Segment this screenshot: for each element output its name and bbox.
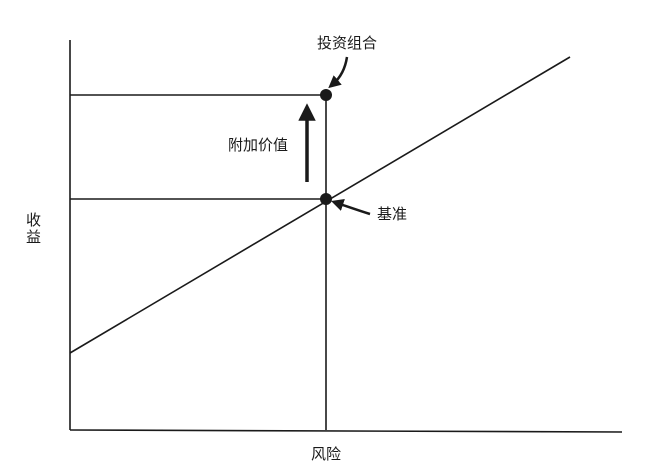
portfolio-pointer-arrow [328,56,349,89]
portfolio-label: 投资组合 [317,34,377,52]
x-axis-line [69,429,623,433]
y-axis-label: 收益 [24,212,42,246]
benchmark-pointer-arrow [331,199,371,216]
benchmark-label: 基准 [377,205,407,223]
benchmark-line [69,56,571,354]
portfolio-point [320,89,332,101]
benchmark-point [320,193,332,205]
value-added-label: 附加价值 [228,136,288,154]
x-axis-label: 风险 [311,445,341,463]
